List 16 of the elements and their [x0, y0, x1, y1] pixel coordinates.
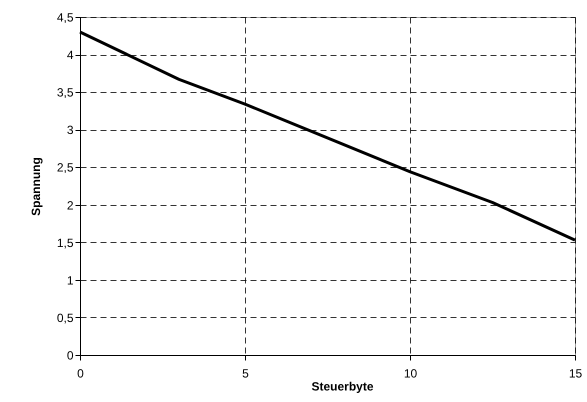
- y-tick-label: 4,5: [56, 10, 74, 24]
- y-tick-label: 4: [66, 48, 74, 62]
- y-tick-label: 2: [66, 198, 74, 212]
- y-tick-label: 3: [66, 123, 74, 138]
- y-tick-label: 0,5: [56, 310, 74, 325]
- x-tick-label: 0: [77, 366, 84, 380]
- x-tick-label: 5: [242, 366, 250, 380]
- x-axis-title: Steuerbyte: [311, 380, 374, 394]
- y-tick-label: 0: [66, 348, 74, 362]
- y-axis-title: Spannung: [28, 157, 43, 216]
- y-tick-label: 1: [66, 273, 74, 288]
- x-tick-label: 15: [568, 366, 582, 380]
- x-tick-label: 10: [404, 366, 418, 380]
- y-tick-label: 1,5: [56, 236, 74, 250]
- y-tick-label: 3,5: [56, 86, 74, 100]
- y-tick-label: 2,5: [56, 160, 74, 175]
